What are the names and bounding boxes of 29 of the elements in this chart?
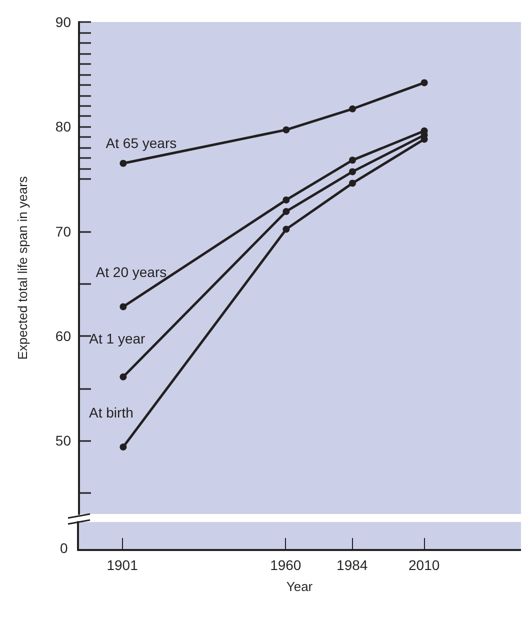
- point: [420, 79, 428, 86]
- point: [120, 303, 127, 310]
- point: [348, 168, 356, 176]
- series-label: At 20 years: [96, 264, 167, 280]
- series-label: At 1 year: [89, 330, 146, 346]
- x-tick-label: 1901: [106, 557, 138, 573]
- series-label: At 65 years: [106, 134, 177, 151]
- point: [120, 444, 127, 450]
- point: [348, 180, 356, 187]
- y-tick-label: 70: [55, 223, 72, 240]
- series-label: At birth: [89, 404, 134, 421]
- y-tick-label: 60: [55, 328, 72, 344]
- y-tick-label: 80: [55, 118, 72, 135]
- point: [348, 105, 356, 112]
- point: [282, 208, 290, 215]
- point: [348, 156, 356, 164]
- y-tick-label: 90: [55, 14, 72, 30]
- point: [282, 126, 290, 134]
- x-tick-label: 2010: [408, 557, 440, 573]
- x-tick-label: 1960: [270, 557, 302, 573]
- y-tick-label: 50: [55, 432, 72, 449]
- point: [282, 226, 290, 233]
- x-axis-title: Year: [286, 579, 314, 594]
- text: 0: [60, 540, 68, 556]
- point: [282, 196, 290, 204]
- point: [120, 160, 127, 167]
- y-axis-title: Expected total life span in years: [15, 176, 30, 360]
- x-tick-label: 1984: [336, 557, 368, 573]
- point: [120, 373, 127, 380]
